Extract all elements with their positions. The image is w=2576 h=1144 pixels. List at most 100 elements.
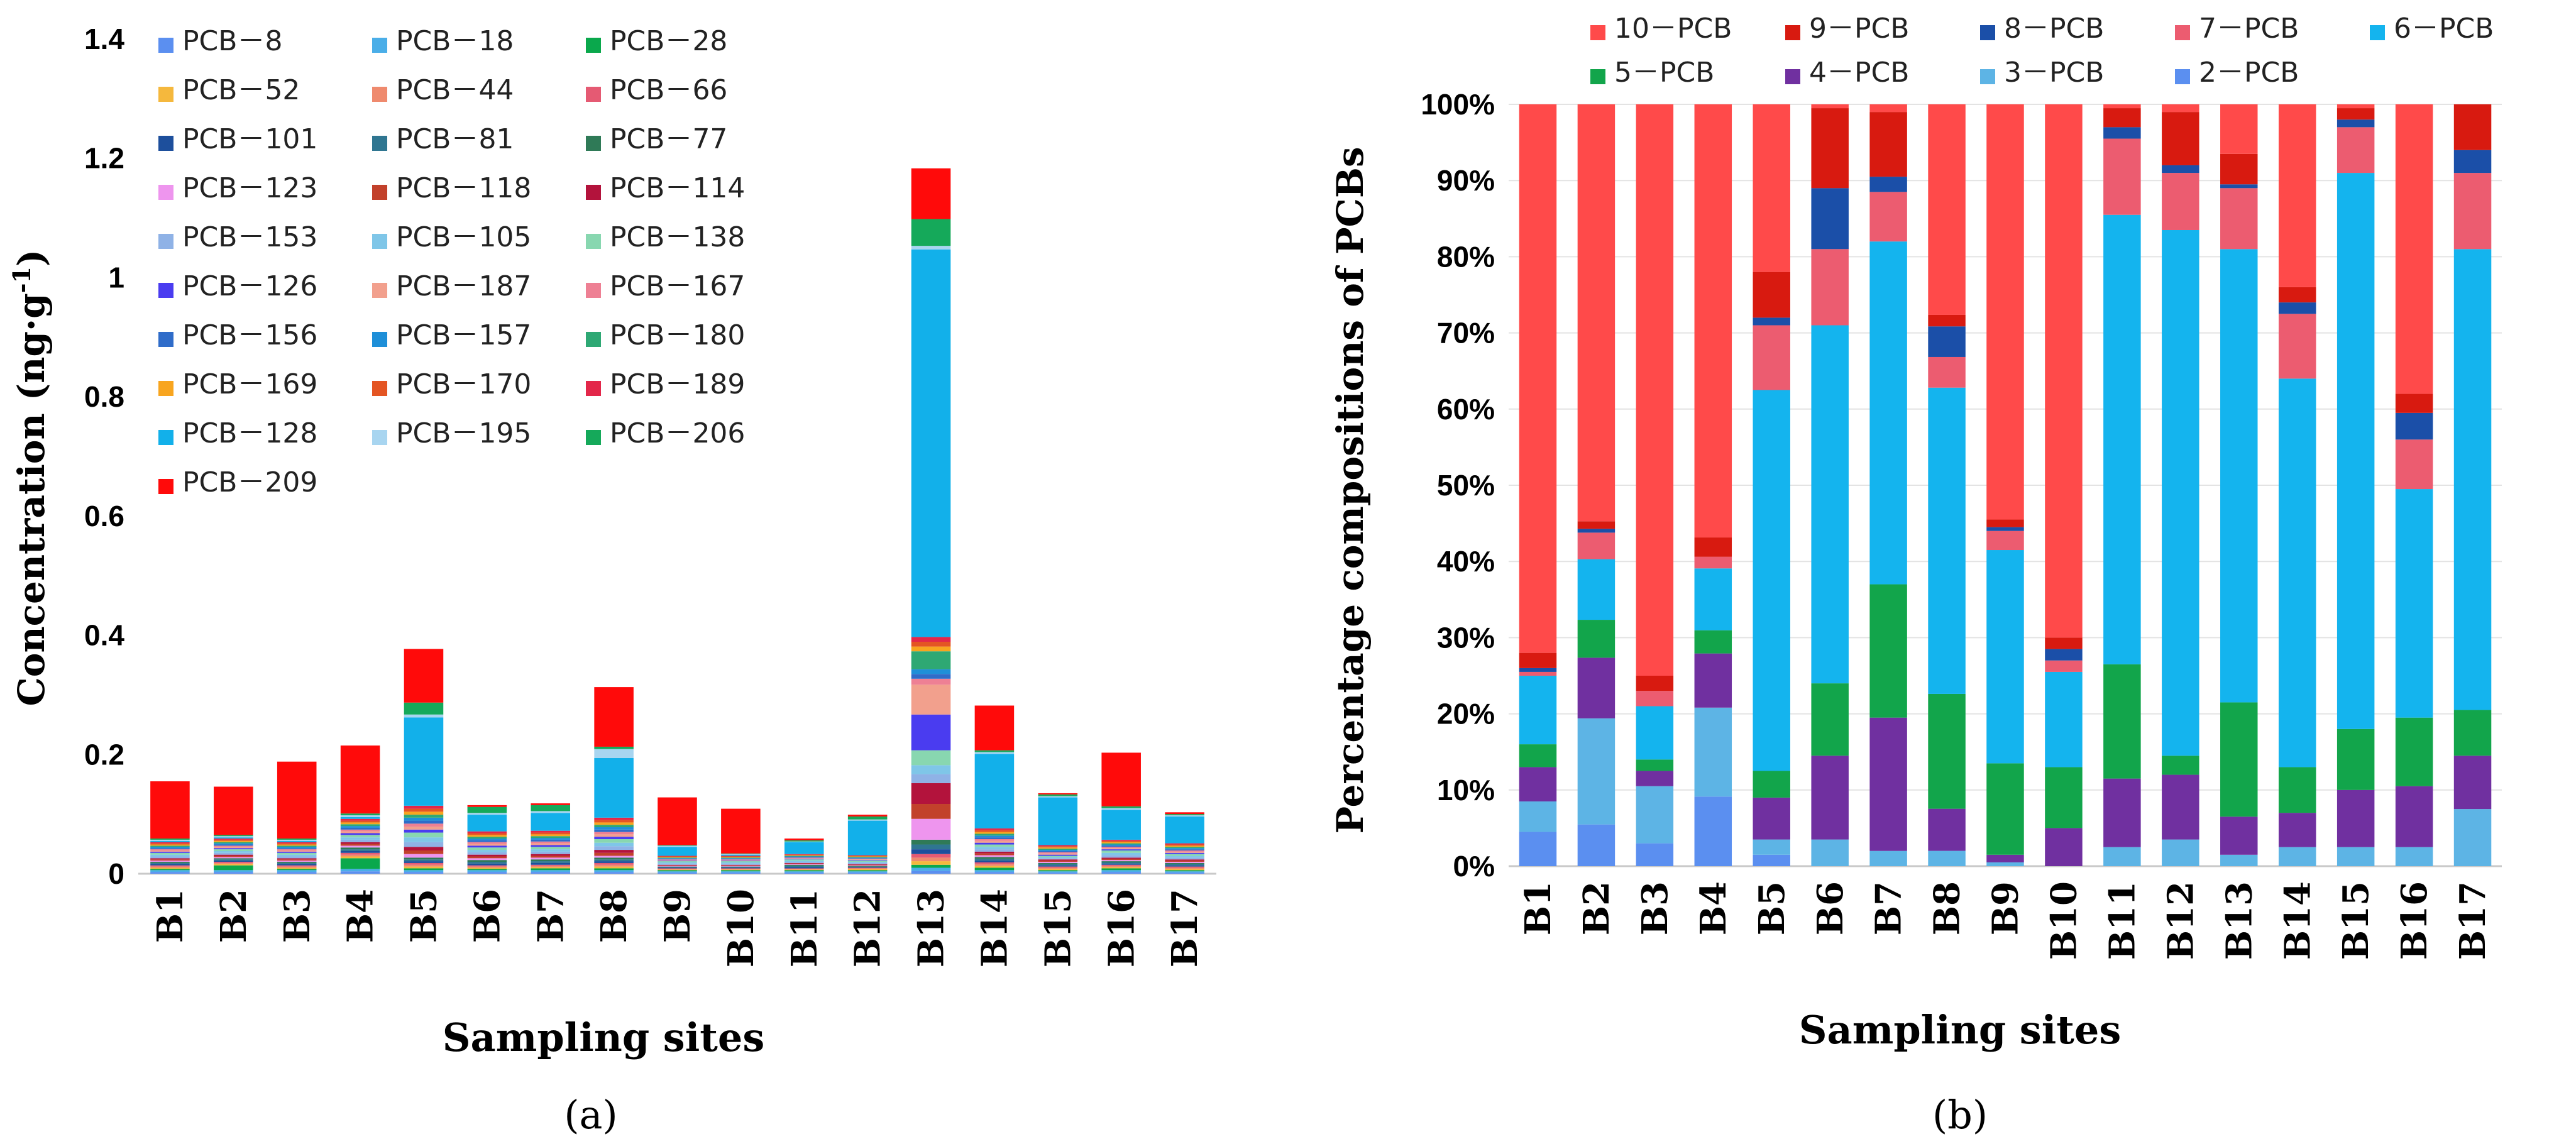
a-bar-b5-pcb-169 (404, 811, 444, 815)
panel-b-x-axis-title: Sampling sites (1799, 1007, 2121, 1053)
a-bar-b5-pcb-128 (404, 717, 444, 806)
a-legend-label-pcb-18: PCB－18 (396, 25, 514, 57)
a-bar-b5-pcb-206 (404, 702, 444, 715)
a-bar-b12-pcb-169 (847, 856, 888, 857)
a-bar-b12-pcb-126 (847, 860, 888, 861)
b-bar-b7-3-pcb (1869, 850, 1907, 866)
a-bar-b3-pcb-118 (277, 859, 317, 861)
b-bar-b13-7-pcb (2220, 188, 2258, 250)
b-bar-b6-7-pcb (1811, 249, 1849, 326)
b-bar-b2-3-pcb (1577, 718, 1616, 825)
a-category-label-b2: B2 (213, 889, 255, 943)
a-bar-b5-pcb-153 (404, 842, 444, 847)
a-bar-b17-pcb-126 (1165, 852, 1204, 854)
a-bar-b10-pcb-138 (721, 861, 761, 862)
a-bar-b10-pcb-153 (721, 863, 761, 865)
a-bar-b2-pcb-167 (214, 845, 253, 847)
a-legend-label-pcb-128: PCB－128 (182, 417, 317, 449)
a-bar-b16-pcb-81 (1101, 862, 1141, 864)
a-legend-label-pcb-66: PCB－66 (610, 74, 727, 106)
a-bar-b11-pcb-169 (784, 855, 824, 856)
a-bar-b9-pcb-138 (658, 861, 697, 862)
b-y-tick-label: 70% (1437, 317, 1495, 349)
a-bar-b6-pcb-66 (467, 865, 507, 867)
a-bar-b4-pcb-118 (340, 844, 380, 846)
a-bar-b8-pcb-206 (594, 746, 634, 749)
a-bar-b4-pcb-81 (340, 849, 380, 851)
a-bar-b4-pcb-126 (340, 833, 380, 835)
a-bar-b7-pcb-126 (531, 845, 571, 847)
a-bar-b6-pcb-118 (467, 856, 507, 859)
a-y-tick-label: 1.2 (84, 142, 124, 175)
b-bar-b7-6-pcb (1869, 241, 1907, 585)
a-bar-b12-pcb-118 (847, 864, 888, 866)
a-legend-swatch-pcb-77 (586, 136, 601, 151)
a-bar-b7-pcb-138 (531, 847, 571, 850)
b-bar-b1-8-pcb (1519, 668, 1557, 672)
a-bar-b9-pcb-209 (658, 797, 697, 845)
a-y-tick-label: 0 (108, 857, 124, 890)
a-bar-b11-pcb-28 (784, 870, 824, 872)
b-bar-b4-4-pcb (1694, 653, 1732, 708)
a-bar-b4-pcb-157 (340, 826, 380, 828)
a-bar-b2-pcb-195 (214, 836, 253, 838)
a-bar-b17-pcb-138 (1165, 854, 1204, 856)
a-bar-b6-pcb-189 (467, 831, 507, 833)
a-bar-b17-pcb-8 (1165, 872, 1204, 874)
a-y-tick-label: 0.4 (84, 619, 124, 652)
a-bar-b7-pcb-180 (531, 836, 571, 839)
a-bar-b14-pcb-28 (974, 867, 1015, 871)
a-legend-swatch-pcb-128 (158, 430, 173, 445)
b-legend-swatch-10-pcb (1590, 25, 1605, 40)
b-bar-b17-8-pcb (2453, 150, 2492, 173)
b-legend-swatch-3-pcb (1980, 69, 1995, 84)
a-bar-b17-pcb-81 (1165, 864, 1204, 866)
a-bar-b6-pcb-44 (467, 866, 507, 868)
a-bar-b13-pcb-180 (911, 651, 951, 669)
a-legend-label-pcb-81: PCB－81 (396, 123, 514, 155)
a-bar-b10-pcb-8 (721, 872, 761, 874)
b-bar-b5-7-pcb (1753, 325, 1790, 390)
a-bar-b13-pcb-206 (911, 219, 951, 246)
a-bar-b10-pcb-128 (721, 854, 761, 856)
b-bar-b11-5-pcb (2103, 664, 2141, 779)
a-bar-b11-pcb-114 (784, 862, 824, 864)
a-bar-b16-pcb-18 (1101, 870, 1141, 872)
a-bar-b14-pcb-123 (974, 855, 1015, 857)
a-legend-label-pcb-169: PCB－169 (182, 368, 317, 400)
b-bar-b3-4-pcb (1636, 771, 1674, 786)
b-bar-b12-10-pcb (2162, 104, 2199, 113)
a-legend-label-pcb-126: PCB－126 (182, 270, 317, 302)
a-y-tick-label: 0.6 (84, 500, 124, 532)
a-bar-b15-pcb-187 (1038, 853, 1078, 855)
b-bar-b1-5-pcb (1519, 744, 1557, 767)
b-bar-b12-6-pcb (2162, 229, 2199, 756)
a-bar-b8-pcb-77 (594, 857, 634, 860)
a-bar-b15-pcb-195 (1038, 796, 1078, 798)
a-bar-b14-pcb-52 (974, 866, 1015, 868)
a-bar-b4-pcb-209 (340, 745, 380, 814)
a-bar-b13-pcb-189 (911, 637, 951, 642)
b-bar-b10-7-pcb (2045, 660, 2083, 672)
a-bar-b6-pcb-157 (467, 839, 507, 840)
a-legend-swatch-pcb-180 (586, 332, 601, 347)
b-legend-label-6-pcb: 6－PCB (2394, 13, 2494, 45)
b-bar-b2-8-pcb (1577, 529, 1616, 533)
a-bar-b1-pcb-195 (150, 839, 190, 841)
a-legend-label-pcb-153: PCB－153 (182, 221, 317, 253)
a-bar-b17-pcb-156 (1165, 849, 1204, 851)
b-bar-b1-9-pcb (1519, 652, 1557, 668)
a-bar-b9-pcb-195 (658, 845, 697, 847)
a-bar-b7-pcb-105 (531, 849, 571, 852)
a-bar-b14-pcb-157 (974, 835, 1015, 838)
a-bar-b14-pcb-138 (974, 844, 1015, 847)
b-bar-b5-3-pcb (1753, 839, 1790, 855)
a-bar-b7-pcb-169 (531, 834, 571, 837)
a-bar-b1-pcb-114 (150, 858, 190, 860)
a-bar-b17-pcb-105 (1165, 855, 1204, 858)
b-bar-b8-4-pcb (1928, 808, 1966, 851)
b-bar-b2-2-pcb (1577, 824, 1616, 866)
b-bar-b13-9-pcb (2220, 153, 2258, 185)
a-bar-b12-pcb-206 (847, 816, 888, 820)
b-y-tick-label: 60% (1437, 393, 1495, 426)
